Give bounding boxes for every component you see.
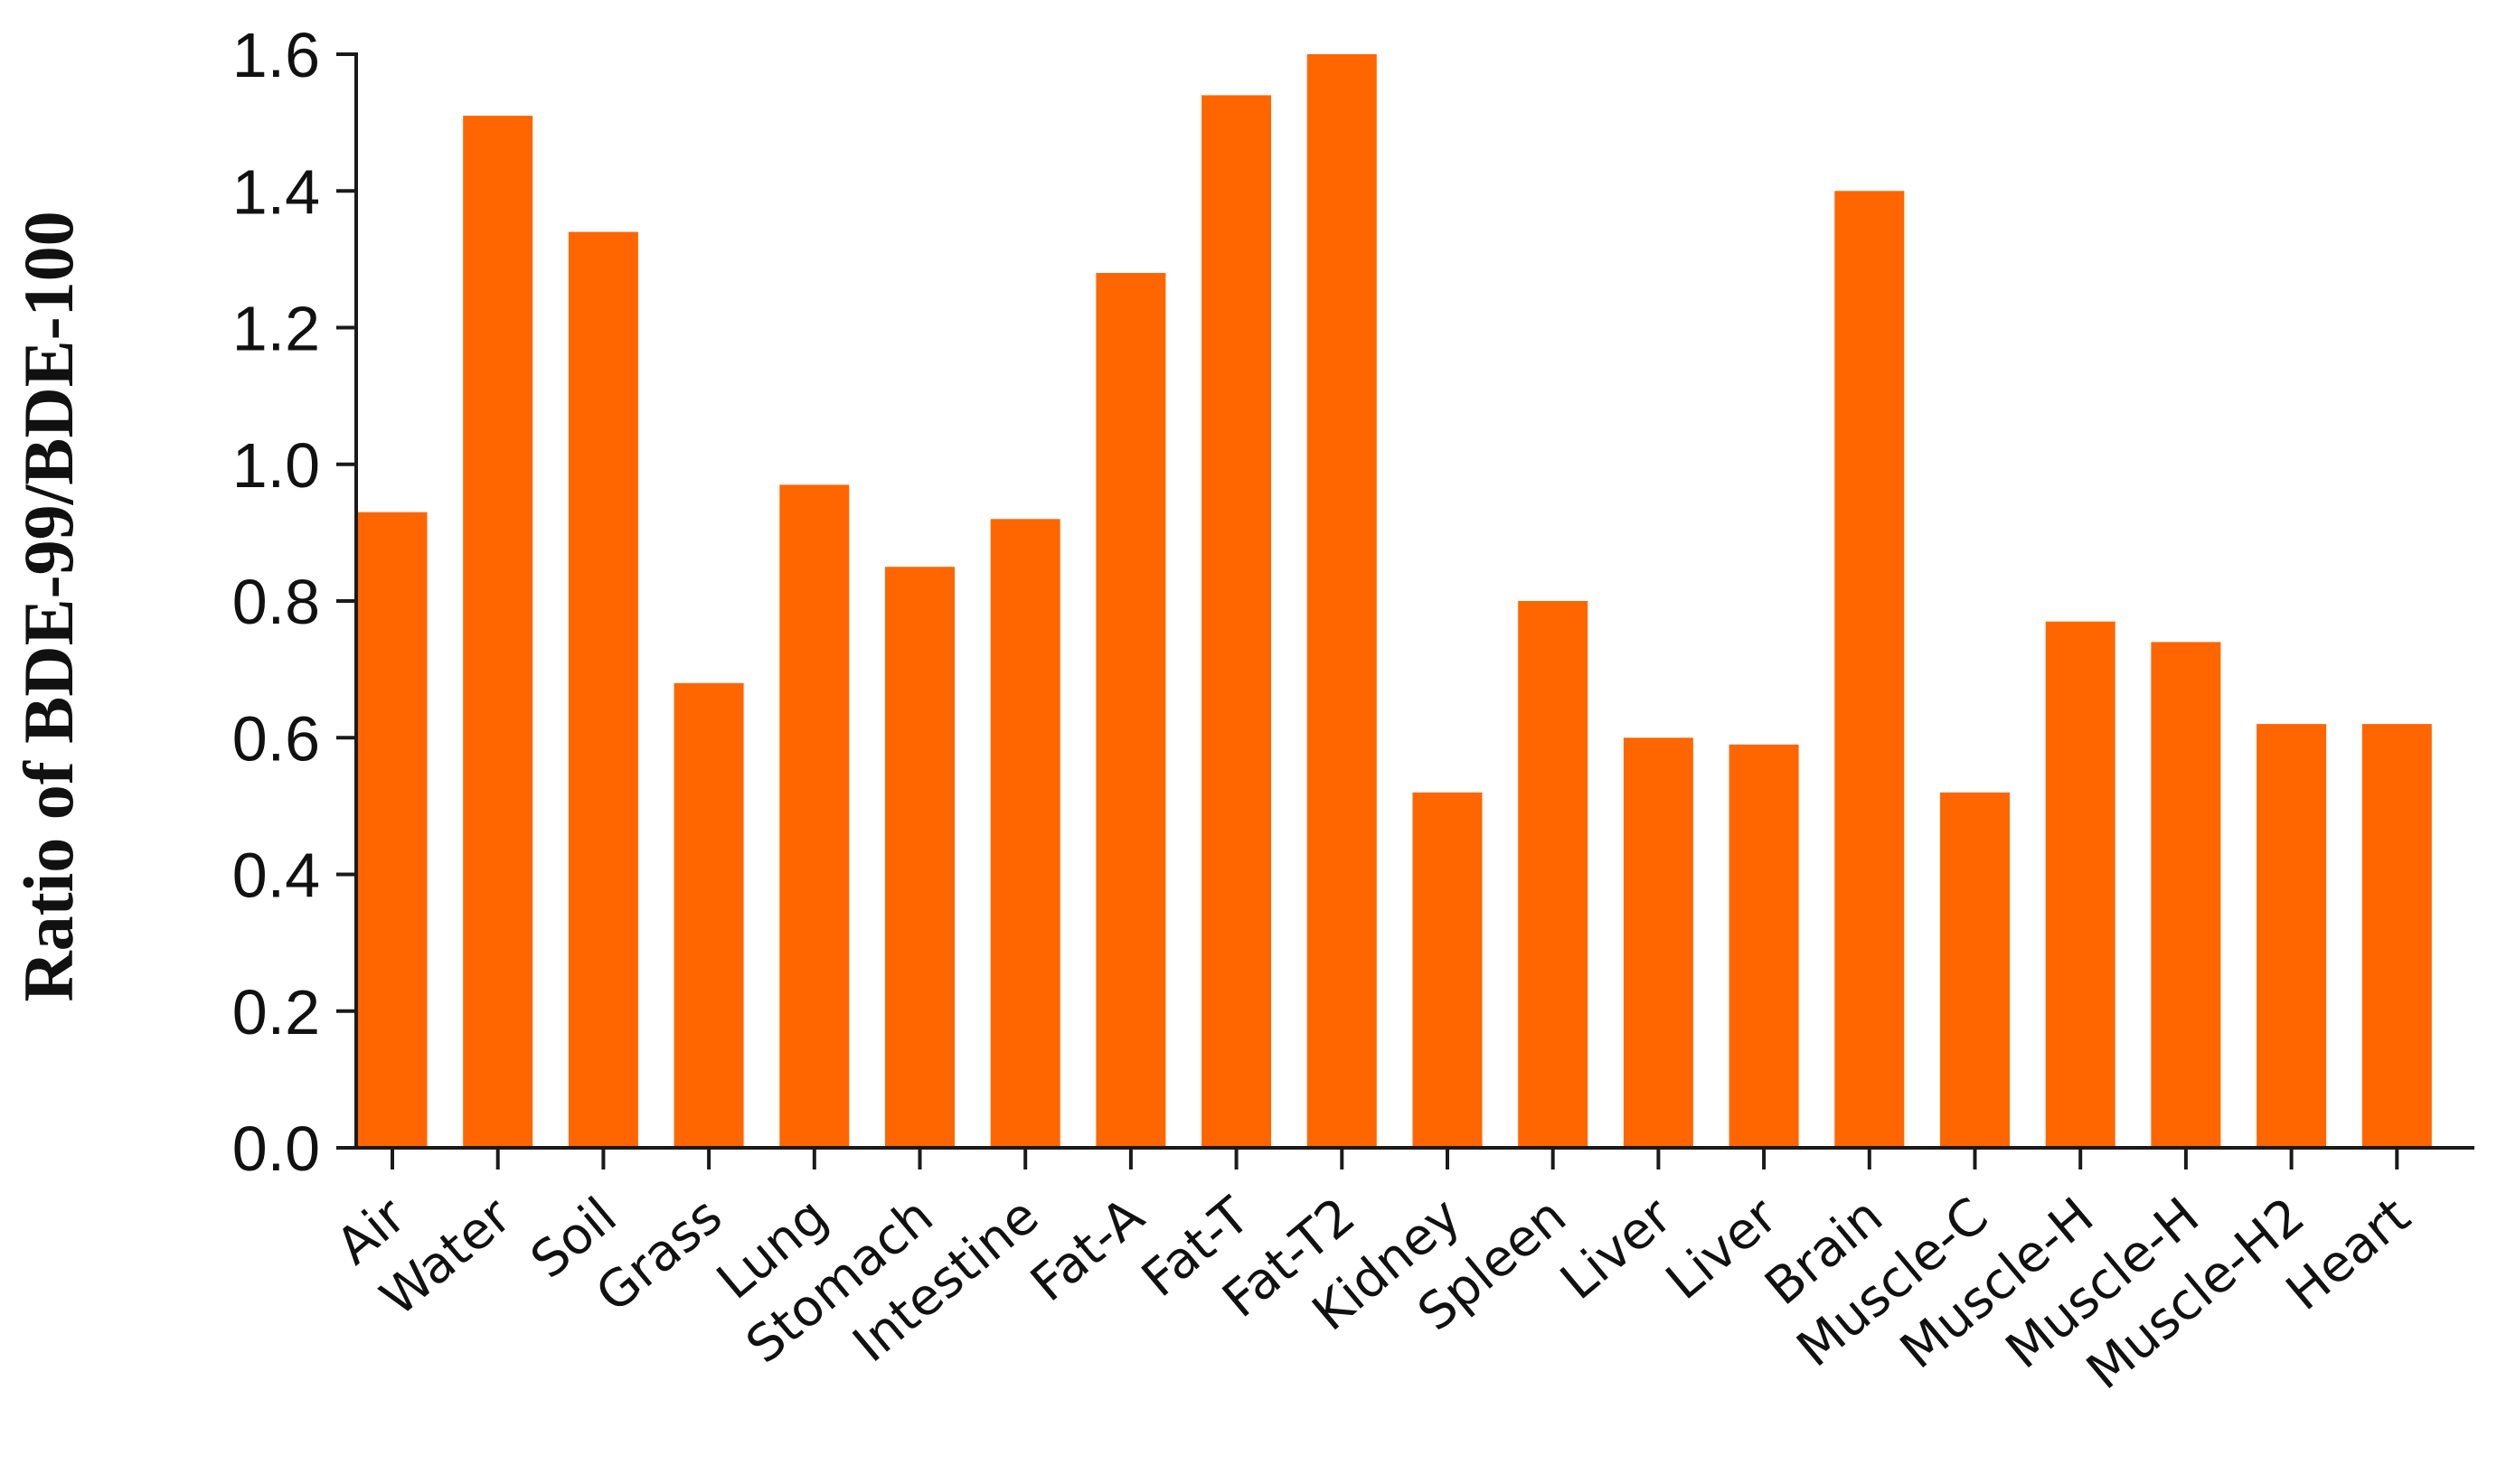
bar-20 (2361, 724, 2432, 1148)
y-tick-label: 1.2 (232, 294, 320, 364)
y-tick-label: 0.6 (232, 703, 320, 774)
bar-6 (885, 567, 955, 1148)
bar-7 (990, 519, 1060, 1149)
bar-14 (1729, 744, 1799, 1148)
bar-16 (1940, 792, 2010, 1149)
bar-18 (2151, 642, 2221, 1148)
y-tick-label: 1.6 (232, 20, 320, 90)
y-axis-ticks: 0.0 0.2 0.4 0.6 0.8 1.0 1.2 1.4 1.6 (232, 20, 356, 1184)
x-axis-ticks: AirWaterSoilGrassLungStomachIntestineFat… (325, 1148, 2421, 1401)
y-tick-label: 0.2 (232, 977, 320, 1047)
bar-11 (1412, 792, 1483, 1149)
y-tick-label: 0.4 (232, 841, 320, 911)
bar-19 (2257, 724, 2327, 1148)
x-tick-label: Heart (2276, 1187, 2421, 1322)
bar-10 (1306, 54, 1377, 1148)
bar-5 (779, 484, 850, 1148)
bar-12 (1518, 601, 1588, 1148)
bar-3 (568, 231, 638, 1149)
bar-17 (2045, 621, 2115, 1148)
y-tick-label: 0.0 (232, 1113, 320, 1184)
y-tick-label: 1.4 (232, 156, 320, 227)
y-axis-title: Ratio of BDE-99/BDE-100 (9, 211, 88, 1001)
bar-4 (674, 682, 744, 1149)
bar-13 (1623, 737, 1693, 1149)
x-tick-label: Grass (585, 1187, 733, 1324)
x-tick-label: Liver (1550, 1186, 1683, 1311)
bar-2 (463, 116, 533, 1149)
x-tick-label: Fat-A (1020, 1187, 1155, 1313)
bar-8 (1096, 273, 1166, 1148)
y-tick-label: 1.0 (232, 430, 320, 501)
bar-9 (1201, 95, 1272, 1148)
y-tick-label: 0.8 (232, 567, 320, 637)
bar-1 (357, 512, 428, 1148)
bars-group (357, 54, 2432, 1149)
x-tick-label: Liver (1655, 1186, 1789, 1311)
bar-15 (1834, 191, 1905, 1148)
